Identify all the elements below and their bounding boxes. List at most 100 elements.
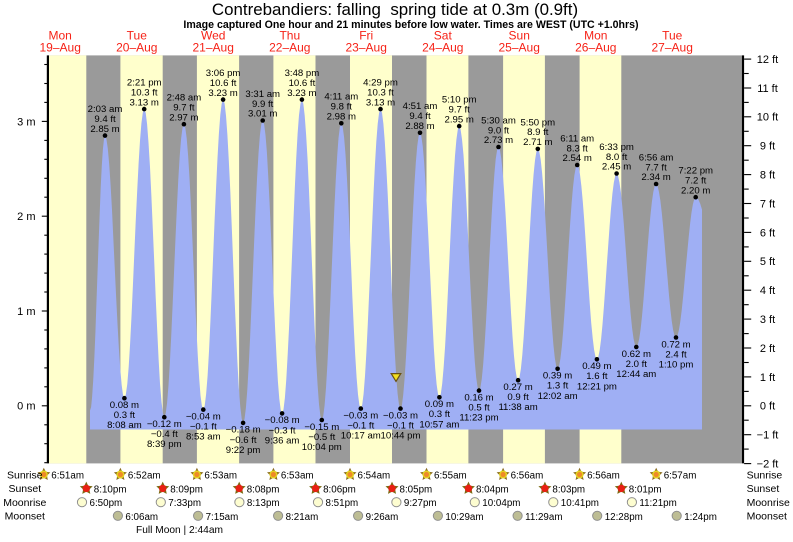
svg-text:10:17 am: 10:17 am	[341, 431, 381, 442]
svg-text:−0.12 m: −0.12 m	[147, 419, 182, 430]
svg-text:3:06 pm: 3:06 pm	[206, 68, 241, 79]
svg-text:20–Aug: 20–Aug	[116, 40, 157, 54]
svg-text:2.4 ft: 2.4 ft	[665, 349, 687, 360]
svg-text:2.88 m: 2.88 m	[405, 121, 434, 132]
svg-text:12:44 am: 12:44 am	[616, 369, 656, 380]
svg-text:7.2 ft: 7.2 ft	[685, 176, 707, 187]
svg-text:0 m: 0 m	[17, 401, 35, 413]
svg-text:26–Aug: 26–Aug	[575, 40, 616, 54]
svg-text:6:52am: 6:52am	[128, 471, 161, 482]
svg-text:0.3 ft: 0.3 ft	[429, 409, 451, 420]
svg-text:3:31 am: 3:31 am	[245, 89, 280, 100]
svg-text:0.49 m: 0.49 m	[582, 361, 611, 372]
svg-text:Sunset: Sunset	[8, 483, 41, 495]
svg-text:3:48 pm: 3:48 pm	[285, 68, 320, 79]
svg-text:6 ft: 6 ft	[760, 227, 775, 239]
svg-text:6:53am: 6:53am	[281, 471, 314, 482]
svg-text:6:50pm: 6:50pm	[90, 498, 123, 509]
svg-text:2:48 am: 2:48 am	[167, 93, 202, 104]
svg-text:9.9 ft: 9.9 ft	[252, 99, 274, 110]
svg-text:3.13 m: 3.13 m	[130, 97, 159, 108]
svg-text:8.3 ft: 8.3 ft	[567, 143, 589, 154]
svg-text:2.85 m: 2.85 m	[90, 124, 119, 135]
svg-text:24–Aug: 24–Aug	[422, 40, 463, 54]
svg-text:4:29 pm: 4:29 pm	[363, 78, 398, 89]
svg-text:12 ft: 12 ft	[757, 54, 778, 66]
svg-text:0.27 m: 0.27 m	[503, 382, 532, 393]
svg-text:8.9 ft: 8.9 ft	[527, 127, 549, 138]
svg-text:Wed: Wed	[201, 29, 225, 43]
svg-text:−0.4 ft: −0.4 ft	[151, 429, 178, 440]
svg-text:2.0 ft: 2.0 ft	[626, 359, 648, 370]
svg-text:Tue: Tue	[662, 29, 683, 43]
svg-text:8:05pm: 8:05pm	[400, 484, 433, 495]
svg-text:3 ft: 3 ft	[760, 314, 775, 326]
svg-text:2 m: 2 m	[17, 211, 35, 223]
svg-text:−0.1 ft: −0.1 ft	[387, 421, 414, 432]
svg-text:0.08 m: 0.08 m	[110, 400, 139, 411]
svg-text:23–Aug: 23–Aug	[346, 40, 387, 54]
svg-text:10.6 ft: 10.6 ft	[210, 78, 237, 89]
svg-text:9.0 ft: 9.0 ft	[488, 125, 510, 136]
svg-text:2.45 m: 2.45 m	[602, 162, 631, 173]
svg-text:19–Aug: 19–Aug	[40, 40, 81, 54]
svg-text:5:30 am: 5:30 am	[481, 115, 516, 126]
svg-text:Thu: Thu	[279, 29, 300, 43]
svg-text:8:06pm: 8:06pm	[323, 484, 356, 495]
svg-text:2.95 m: 2.95 m	[445, 114, 474, 125]
svg-text:6:57am: 6:57am	[664, 471, 697, 482]
svg-text:12:28pm: 12:28pm	[605, 512, 643, 523]
svg-text:Sunset: Sunset	[747, 483, 780, 495]
svg-text:Image captured One hour and 21: Image captured One hour and 21 minutes b…	[183, 19, 638, 31]
svg-text:−0.18 m: −0.18 m	[226, 425, 261, 436]
svg-text:4:51 am: 4:51 am	[403, 101, 438, 112]
svg-text:Tue: Tue	[127, 29, 148, 43]
svg-text:0.16 m: 0.16 m	[464, 392, 493, 403]
svg-text:2.97 m: 2.97 m	[169, 112, 198, 123]
svg-text:6:56 am: 6:56 am	[639, 152, 674, 163]
svg-text:11:21pm: 11:21pm	[639, 498, 676, 509]
svg-text:−0.08 m: −0.08 m	[265, 415, 300, 426]
svg-text:8:08pm: 8:08pm	[247, 484, 280, 495]
svg-text:−0.6 ft: −0.6 ft	[230, 435, 257, 446]
svg-text:12:21 pm: 12:21 pm	[577, 381, 617, 392]
svg-text:2:21 pm: 2:21 pm	[127, 78, 162, 89]
svg-text:0.72 m: 0.72 m	[661, 339, 690, 350]
svg-text:8:03pm: 8:03pm	[552, 484, 585, 495]
svg-text:21–Aug: 21–Aug	[193, 40, 234, 54]
svg-text:6:11 am: 6:11 am	[560, 133, 594, 144]
svg-text:8:10pm: 8:10pm	[94, 484, 127, 495]
svg-text:1.3 ft: 1.3 ft	[547, 381, 569, 392]
svg-text:2:03 am: 2:03 am	[88, 104, 123, 115]
svg-text:−0.3 ft: −0.3 ft	[269, 425, 296, 436]
svg-text:6:51am: 6:51am	[51, 471, 84, 482]
svg-text:27–Aug: 27–Aug	[652, 40, 693, 54]
svg-text:−0.5 ft: −0.5 ft	[308, 432, 335, 443]
svg-text:8:01pm: 8:01pm	[629, 484, 662, 495]
svg-text:9.4 ft: 9.4 ft	[409, 111, 431, 122]
svg-text:−0.03 m: −0.03 m	[383, 410, 418, 421]
svg-text:0.9 ft: 0.9 ft	[507, 392, 529, 403]
svg-text:Mon: Mon	[49, 29, 72, 43]
svg-text:5:10 pm: 5:10 pm	[442, 95, 477, 106]
svg-text:7:33pm: 7:33pm	[168, 498, 201, 509]
svg-text:1:10 pm: 1:10 pm	[659, 360, 694, 371]
svg-text:3 m: 3 m	[17, 116, 35, 128]
svg-text:0.3 ft: 0.3 ft	[114, 410, 136, 421]
svg-text:1 ft: 1 ft	[760, 372, 775, 384]
svg-text:6:53am: 6:53am	[204, 471, 237, 482]
svg-text:10:04 pm: 10:04 pm	[302, 442, 342, 453]
svg-text:10:41pm: 10:41pm	[561, 498, 599, 509]
svg-text:3.01 m: 3.01 m	[248, 109, 277, 120]
svg-text:9 ft: 9 ft	[760, 141, 775, 153]
svg-text:8:09pm: 8:09pm	[170, 484, 203, 495]
svg-text:1:24pm: 1:24pm	[684, 512, 717, 523]
svg-text:Sun: Sun	[509, 29, 530, 43]
svg-text:3.23 m: 3.23 m	[287, 88, 316, 99]
svg-text:−0.03 m: −0.03 m	[343, 410, 378, 421]
svg-text:6:54am: 6:54am	[358, 471, 391, 482]
svg-text:5 ft: 5 ft	[760, 256, 775, 268]
svg-text:−0.15 m: −0.15 m	[304, 422, 339, 433]
svg-text:10.3 ft: 10.3 ft	[131, 87, 158, 98]
svg-text:2.34 m: 2.34 m	[641, 172, 670, 183]
